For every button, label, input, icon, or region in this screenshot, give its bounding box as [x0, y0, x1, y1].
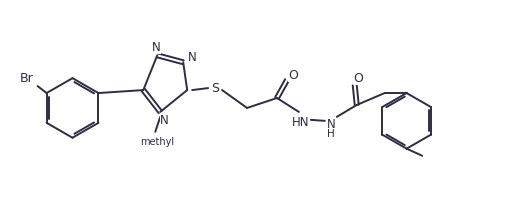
- Text: N: N: [160, 114, 169, 127]
- Text: N: N: [188, 51, 196, 64]
- Text: O: O: [288, 69, 298, 82]
- Text: methyl: methyl: [140, 137, 174, 147]
- Text: O: O: [353, 72, 363, 85]
- Text: N: N: [326, 118, 335, 131]
- Text: S: S: [211, 82, 219, 95]
- Text: HN: HN: [292, 116, 309, 129]
- Text: Br: Br: [20, 72, 33, 85]
- Text: H: H: [327, 129, 335, 139]
- Text: N: N: [152, 41, 161, 54]
